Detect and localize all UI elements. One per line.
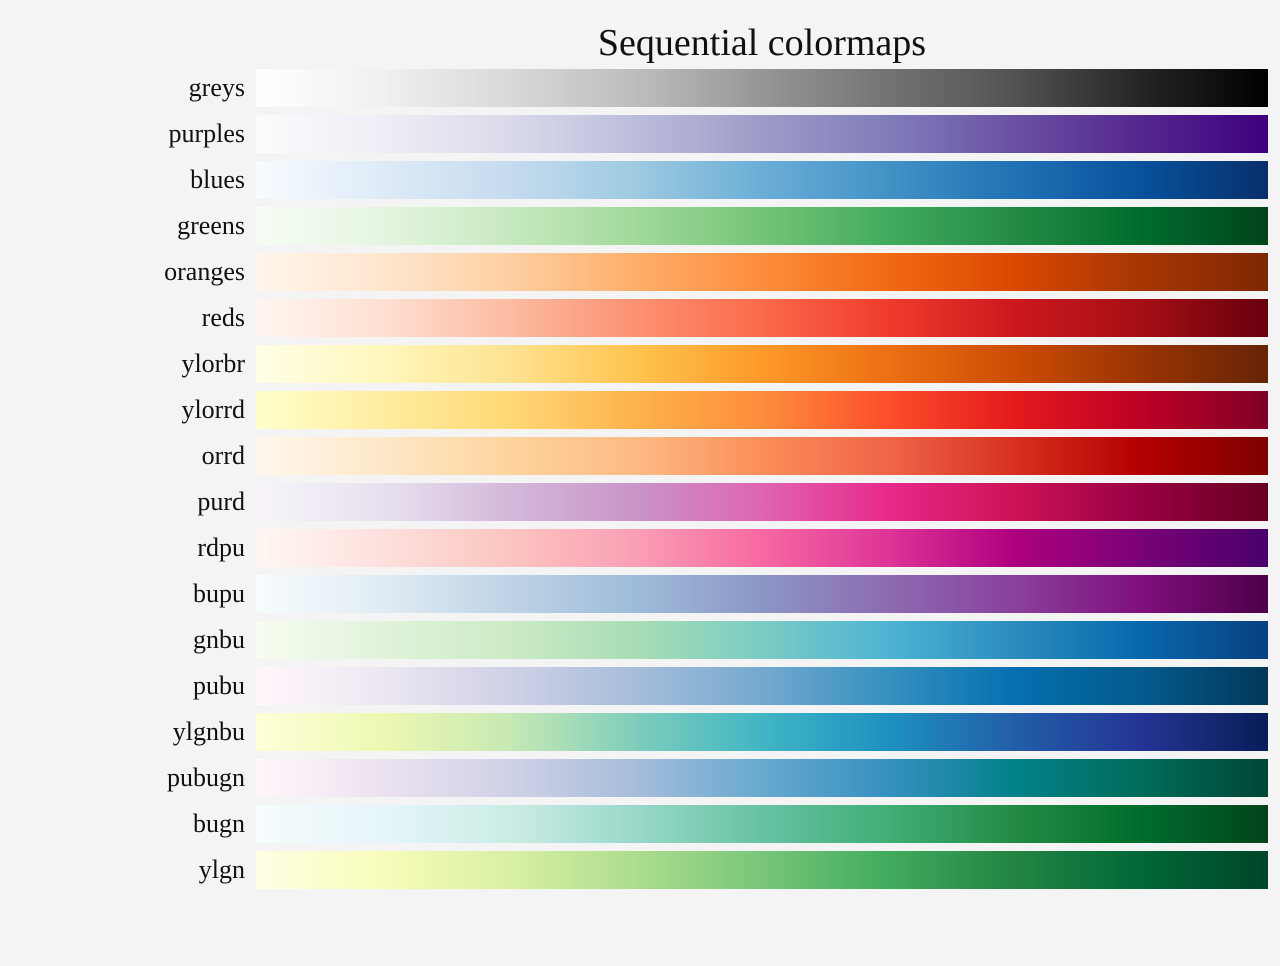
colormap-row-reds: reds (0, 299, 1280, 337)
colormap-bar-oranges (256, 253, 1268, 291)
colormap-label-oranges: oranges (164, 257, 245, 286)
colormap-row-pubugn: pubugn (0, 759, 1280, 797)
colormap-label-purd: purd (197, 487, 245, 516)
colormap-row-orrd: orrd (0, 437, 1280, 475)
colormap-label-blues: blues (190, 165, 245, 194)
colormap-bar-ylorbr (256, 345, 1268, 383)
colormap-row-rdpu: rdpu (0, 529, 1280, 567)
colormap-label-rdpu: rdpu (197, 533, 245, 562)
colormap-label-greens: greens (177, 211, 245, 240)
colormap-bar-bupu (256, 575, 1268, 613)
colormap-label-ylorrd: ylorrd (181, 395, 245, 424)
chart-title: Sequential colormaps (597, 22, 927, 64)
colormap-row-ylgn: ylgn (0, 851, 1280, 889)
colormap-label-ylorbr: ylorbr (181, 349, 245, 378)
colormap-label-ylgnbu: ylgnbu (172, 717, 245, 746)
colormap-bar-bugn (256, 805, 1268, 843)
colormap-bar-greys (256, 69, 1268, 107)
colormap-label-reds: reds (201, 303, 245, 332)
colormap-bar-pubu (256, 667, 1268, 705)
colormap-bar-purd (256, 483, 1268, 521)
colormap-row-gnbu: gnbu (0, 621, 1280, 659)
colormap-row-bupu: bupu (0, 575, 1280, 613)
colormap-bar-ylgn (256, 851, 1268, 889)
colormap-bar-gnbu (256, 621, 1268, 659)
colormap-row-oranges: oranges (0, 253, 1280, 291)
colormap-row-purd: purd (0, 483, 1280, 521)
colormap-row-greens: greens (0, 207, 1280, 245)
colormap-bar-blues (256, 161, 1268, 199)
colormap-label-ylgn: ylgn (198, 855, 245, 884)
colormap-bar-pubugn (256, 759, 1268, 797)
colormap-row-greys: greys (0, 69, 1280, 107)
colormap-bar-reds (256, 299, 1268, 337)
colormap-label-gnbu: gnbu (193, 625, 245, 654)
colormap-label-orrd: orrd (201, 441, 245, 470)
colormap-bar-orrd (256, 437, 1268, 475)
colormap-label-bugn: bugn (193, 809, 245, 838)
colormap-label-pubu: pubu (193, 671, 245, 700)
colormap-bar-rdpu (256, 529, 1268, 567)
colormap-bar-purples (256, 115, 1268, 153)
colormap-row-ylorbr: ylorbr (0, 345, 1280, 383)
colormap-bar-greens (256, 207, 1268, 245)
colormap-row-bugn: bugn (0, 805, 1280, 843)
colormap-row-purples: purples (0, 115, 1280, 153)
colormap-bar-ylorrd (256, 391, 1268, 429)
colormap-row-ylgnbu: ylgnbu (0, 713, 1280, 751)
colormap-bar-ylgnbu (256, 713, 1268, 751)
colormap-row-pubu: pubu (0, 667, 1280, 705)
colormap-label-pubugn: pubugn (167, 763, 245, 792)
colormap-row-blues: blues (0, 161, 1280, 199)
colormap-label-purples: purples (168, 119, 245, 148)
colormap-label-greys: greys (188, 73, 245, 102)
colormap-label-bupu: bupu (193, 579, 245, 608)
colormap-row-ylorrd: ylorrd (0, 391, 1280, 429)
